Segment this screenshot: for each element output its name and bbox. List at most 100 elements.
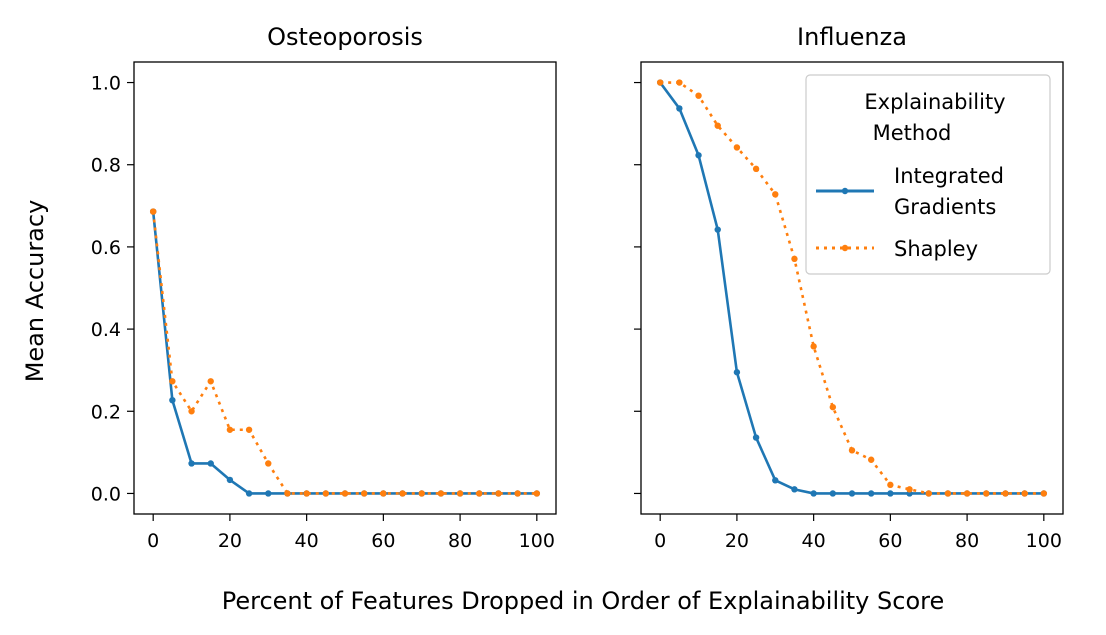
influenza-title: Influenza: [797, 23, 907, 51]
osteoporosis-integrated-gradients-point-15: [207, 460, 214, 467]
influenza-shapley-point-15: [714, 122, 721, 129]
osteoporosis-xtick-label-20: 20: [218, 530, 242, 552]
legend-integrated-gradients-label-line2: Gradients: [894, 195, 996, 219]
osteoporosis-integrated-gradients-point-30: [265, 490, 272, 497]
osteoporosis-ytick-label-0: 0.0: [91, 483, 121, 505]
osteoporosis-shapley-point-35: [284, 490, 291, 497]
osteoporosis-ticks: 0 20 40 60 80 100 0.0 0.2 0.4 0.6 0.8 1.0: [91, 73, 555, 552]
influenza-integrated-gradients-point-25: [752, 434, 760, 441]
osteoporosis-ytick-label-1: 0.2: [91, 401, 121, 423]
osteoporosis-integrated-gradients-line: [151, 211, 537, 495]
osteoporosis-xtick-label-0: 0: [147, 530, 159, 552]
osteoporosis-shapley-point-5: [169, 378, 176, 385]
influenza-shapley-point-35: [791, 255, 798, 263]
osteoporosis-shapley-point-40: [303, 490, 310, 497]
influenza-shapley-point-65: [906, 486, 913, 493]
influenza-shapley-point-0: [656, 79, 664, 86]
influenza-integrated-gradients-point-15: [714, 226, 721, 233]
influenza-integrated-gradients-point-60: [887, 490, 894, 497]
osteoporosis-integrated-gradients-point-5: [169, 396, 176, 404]
influenza-integrated-gradients-point-45: [829, 490, 837, 497]
influenza-series: [656, 79, 1048, 497]
influenza-integrated-gradients-point-50: [848, 490, 856, 497]
influenza-shapley-point-20: [733, 144, 741, 151]
influenza-shapley-point-55: [867, 456, 875, 463]
osteoporosis-shapley-point-100: [533, 490, 541, 497]
osteoporosis-shapley-point-75: [437, 490, 445, 497]
osteoporosis-shapley-point-50: [341, 490, 349, 497]
influenza-xtick-label-20: 20: [725, 530, 749, 552]
legend-frame: [805, 74, 1051, 275]
osteoporosis-ytick-label-4: 0.8: [91, 155, 121, 177]
influenza-shapley-point-45: [829, 403, 837, 411]
influenza-xtick-label-60: 60: [878, 530, 902, 552]
influenza-shapley-point-95: [1021, 490, 1028, 497]
y-axis-label: Mean Accuracy: [21, 200, 49, 383]
osteoporosis-shapley-point-25: [245, 426, 253, 433]
osteoporosis-shapley-point-90: [495, 490, 502, 497]
legend-shapley-label: Shapley: [894, 237, 978, 261]
osteoporosis-shapley-point-95: [514, 490, 521, 497]
influenza-xtick-label-40: 40: [802, 530, 826, 552]
osteoporosis-xtick-label-80: 80: [448, 530, 472, 552]
osteoporosis-integrated-gradients-point-10: [188, 460, 195, 467]
influenza-shapley-point-40: [810, 343, 817, 350]
osteoporosis-shapley-point-10: [188, 408, 195, 415]
influenza-integrated-gradients-point-35: [791, 486, 798, 493]
legend-title-line2: Method: [873, 121, 952, 145]
influenza-shapley-point-5: [676, 79, 683, 86]
influenza-shapley-point-70: [925, 490, 932, 497]
osteoporosis-ytick-label-2: 0.4: [91, 319, 121, 341]
influenza-shapley-point-30: [772, 191, 779, 198]
osteoporosis-shapley-point-70: [418, 490, 425, 497]
osteoporosis-plot-area: [133, 61, 557, 515]
influenza-shapley-point-100: [1040, 490, 1048, 497]
osteoporosis-shapley-point-85: [476, 490, 483, 497]
osteoporosis-subplot: Osteoporosis 0 20 40 60 80 100 0.0 0.2 0.4 0.6 0.8…: [91, 23, 557, 552]
legend-integrated-gradients-marker: [841, 187, 849, 195]
influenza-shapley-point-25: [752, 165, 760, 173]
influenza-integrated-gradients-point-5: [676, 105, 683, 112]
osteoporosis-integrated-gradients-point-25: [245, 490, 253, 497]
influenza-shapley-point-10: [695, 92, 702, 99]
legend-title-line1: Explainability: [864, 90, 1005, 114]
influenza-xtick-label-100: 100: [1026, 530, 1062, 552]
osteoporosis-shapley-line: [151, 211, 537, 495]
x-axis-label: Percent of Features Dropped in Order of …: [222, 587, 944, 615]
osteoporosis-shapley-point-45: [322, 490, 330, 497]
influenza-shapley-point-80: [963, 490, 971, 497]
influenza-shapley-point-50: [848, 447, 856, 454]
osteoporosis-xtick-label-100: 100: [519, 530, 555, 552]
osteoporosis-series: [149, 208, 541, 497]
influenza-xtick-label-80: 80: [955, 530, 979, 552]
osteoporosis-shapley-point-20: [226, 426, 234, 433]
legend-shapley-marker: [841, 244, 849, 252]
osteoporosis-shapley-point-80: [456, 490, 464, 497]
influenza-shapley-line: [660, 81, 1044, 495]
osteoporosis-shapley-point-65: [399, 490, 406, 497]
influenza-plot-area: [640, 61, 1064, 515]
osteoporosis-integrated-gradients-point-20: [226, 476, 234, 484]
osteoporosis-ytick-label-3: 0.6: [91, 237, 121, 259]
influenza-ticks: 0 20 40 60 80 100: [634, 81, 1062, 552]
osteoporosis-ytick-label-5: 1.0: [91, 73, 121, 95]
influenza-integrated-gradients-point-40: [810, 490, 817, 497]
influenza-subplot: Influenza 0 20 40 60 80 100: [634, 23, 1064, 552]
legend-integrated-gradients-label-line1: Integrated: [894, 164, 1004, 188]
osteoporosis-title: Osteoporosis: [267, 23, 423, 51]
osteoporosis-shapley-point-30: [265, 460, 272, 467]
influenza-shapley-point-90: [1002, 490, 1009, 497]
influenza-shapley-point-75: [944, 490, 952, 497]
legend: Explainability Method Integrated Gradien…: [805, 74, 1051, 275]
influenza-shapley-point-60: [887, 481, 894, 489]
osteoporosis-shapley-point-60: [380, 490, 387, 497]
osteoporosis-xtick-label-60: 60: [371, 530, 395, 552]
osteoporosis-xtick-label-40: 40: [295, 530, 319, 552]
influenza-integrated-gradients-point-20: [733, 369, 741, 376]
osteoporosis-shapley-point-55: [360, 490, 368, 497]
influenza-integrated-gradients-point-10: [695, 152, 702, 159]
osteoporosis-shapley-point-0: [149, 208, 157, 215]
osteoporosis-shapley-point-15: [207, 378, 214, 385]
influenza-shapley-point-85: [983, 490, 990, 497]
